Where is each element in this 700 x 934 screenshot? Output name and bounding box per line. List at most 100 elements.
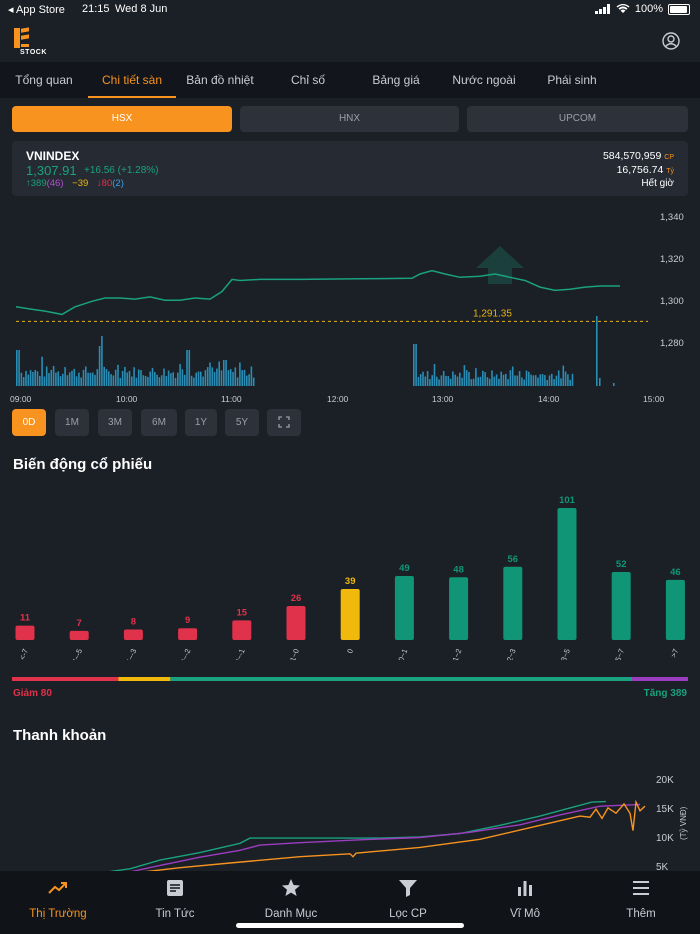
range-6m-button[interactable]: 6M bbox=[141, 409, 177, 436]
profile-icon[interactable] bbox=[662, 32, 680, 50]
volume-bar bbox=[39, 375, 41, 386]
volume-bar bbox=[511, 366, 514, 386]
volume-bar bbox=[528, 371, 530, 386]
volume-row: 584,570,959 CP bbox=[603, 150, 674, 162]
liq-unit-label: (Tỷ VNĐ) bbox=[679, 806, 688, 840]
expand-icon bbox=[278, 416, 290, 428]
volume-bar bbox=[246, 375, 248, 386]
nav-thi-truong[interactable]: Thị Trường bbox=[0, 871, 116, 934]
volume-bar bbox=[59, 376, 62, 386]
app-logo[interactable]: STOCK bbox=[14, 27, 54, 57]
volume-bar bbox=[163, 368, 165, 386]
nav-them[interactable]: Thêm bbox=[583, 871, 699, 934]
nav-vi-mo[interactable]: Vĩ Mô bbox=[467, 871, 583, 934]
breadth-up-segment bbox=[170, 677, 633, 681]
volume-bar bbox=[190, 375, 193, 386]
liquidity-line-average bbox=[145, 799, 646, 871]
nav-tin-tuc[interactable]: Tin Tức bbox=[117, 871, 233, 934]
volume-bar bbox=[500, 371, 502, 386]
expand-chart-button[interactable] bbox=[267, 409, 301, 436]
volume-bar bbox=[509, 370, 512, 386]
logo-mark-icon bbox=[14, 27, 29, 48]
tab-bang-gia[interactable]: Bảng giá bbox=[372, 73, 420, 87]
nav-danh-muc[interactable]: Danh Mục bbox=[233, 871, 349, 934]
range-1y-button[interactable]: 1Y bbox=[185, 409, 217, 436]
tab-phai-sinh[interactable]: Phái sinh bbox=[547, 73, 597, 87]
liquidity-line-today bbox=[108, 800, 607, 871]
volume-unit: CP bbox=[664, 154, 674, 161]
tab-nuoc-ngoai[interactable]: Nước ngoài bbox=[452, 73, 516, 87]
back-to-app-store[interactable]: ◂ App Store bbox=[8, 4, 65, 16]
volume-bar bbox=[417, 376, 420, 386]
volume-bar bbox=[465, 370, 468, 386]
x-tick-1500: 15:00 bbox=[643, 394, 665, 404]
volume-bar bbox=[112, 375, 115, 386]
volume-bar bbox=[557, 370, 560, 386]
volume-bar bbox=[52, 365, 55, 386]
volume-bar bbox=[98, 346, 101, 386]
exchange-hsx-button[interactable]: HSX bbox=[12, 106, 232, 132]
distribution-bar[interactable] bbox=[178, 628, 198, 640]
volume-bar bbox=[498, 378, 500, 386]
volume-bar bbox=[105, 369, 108, 386]
volume-bar bbox=[128, 370, 131, 386]
battery-icon bbox=[668, 3, 690, 15]
volume-bar bbox=[197, 371, 200, 386]
volume-bar bbox=[48, 372, 50, 386]
distribution-bar-chart[interactable]: 11 <-7 7 -7~-5 8 -5~-3 9 -3~-2 15 -2~-1 26 -1~0 39 0 4… bbox=[0, 485, 700, 660]
volume-bar bbox=[541, 374, 544, 386]
distribution-bar[interactable] bbox=[449, 577, 469, 640]
distribution-bar[interactable] bbox=[69, 630, 89, 640]
tab-ban-do-nhiet[interactable]: Bản đồ nhiệt bbox=[186, 73, 254, 87]
volume-bar bbox=[16, 350, 18, 386]
distribution-bar[interactable] bbox=[394, 575, 414, 640]
distribution-bar[interactable] bbox=[340, 589, 360, 640]
range-1m-button[interactable]: 1M bbox=[55, 409, 89, 436]
volume-bars bbox=[16, 316, 615, 386]
distribution-category-label: 2~3 bbox=[505, 648, 518, 660]
volume-bar bbox=[126, 372, 128, 386]
tab-chi-tiet-san[interactable]: Chi tiết sàn bbox=[88, 62, 176, 98]
volume-bar bbox=[87, 372, 89, 386]
intraday-price-chart[interactable]: 1,291.35 1,340 1,320 1,300 1,280 09:00 1… bbox=[0, 202, 700, 407]
x-tick-1300: 13:00 bbox=[432, 394, 454, 404]
distribution-bar[interactable] bbox=[232, 620, 252, 640]
distribution-bar[interactable] bbox=[503, 566, 523, 640]
range-0d-button[interactable]: 0D bbox=[12, 409, 46, 436]
distribution-bar[interactable] bbox=[665, 579, 685, 640]
volume-bar bbox=[133, 367, 135, 386]
volume-bar bbox=[456, 376, 459, 386]
distribution-bar[interactable] bbox=[611, 572, 631, 640]
volume-bar bbox=[179, 363, 181, 386]
range-5y-button[interactable]: 5Y bbox=[225, 409, 259, 436]
distribution-category-label: 0 bbox=[345, 648, 355, 655]
index-summary-card[interactable]: VNINDEX 1,307.91 +16.56 (+1.28%) ↑389(46… bbox=[12, 141, 688, 196]
distribution-bar[interactable] bbox=[15, 625, 35, 640]
volume-bar bbox=[135, 377, 138, 386]
exchange-hnx-button[interactable]: HNX bbox=[240, 106, 459, 132]
market-breadth-bar bbox=[12, 677, 688, 681]
breadth-ceiling-segment bbox=[632, 677, 688, 681]
breadth-flat-segment bbox=[118, 677, 171, 681]
liquidity-chart[interactable]: 20K 15K 10K 5K (Tỷ VNĐ) bbox=[0, 756, 700, 871]
distribution-bar[interactable] bbox=[123, 629, 143, 640]
distribution-bar[interactable] bbox=[286, 606, 306, 640]
tab-tong-quan[interactable]: Tổng quan bbox=[15, 73, 73, 87]
volume-bar bbox=[103, 366, 105, 386]
volume-bar bbox=[147, 377, 149, 386]
volume-bar bbox=[431, 375, 433, 386]
status-date: Wed 8 Jun bbox=[115, 3, 168, 15]
tab-chi-so[interactable]: Chỉ số bbox=[290, 73, 325, 87]
volume-bar bbox=[78, 372, 80, 386]
volume-bar bbox=[124, 366, 126, 386]
range-3m-button[interactable]: 3M bbox=[98, 409, 132, 436]
x-tick-0900: 09:00 bbox=[10, 394, 32, 404]
volume-bar bbox=[548, 375, 551, 386]
nav-loc-cp[interactable]: Lọc CP bbox=[350, 871, 466, 934]
exchange-upcom-button[interactable]: UPCOM bbox=[467, 106, 688, 132]
volume-value: 584,570,959 bbox=[602, 150, 662, 162]
distribution-bar[interactable] bbox=[557, 508, 577, 640]
distribution-bar-value: 52 bbox=[616, 559, 627, 570]
index-value: 1,307.91 bbox=[26, 163, 77, 178]
volume-bar bbox=[495, 374, 498, 386]
